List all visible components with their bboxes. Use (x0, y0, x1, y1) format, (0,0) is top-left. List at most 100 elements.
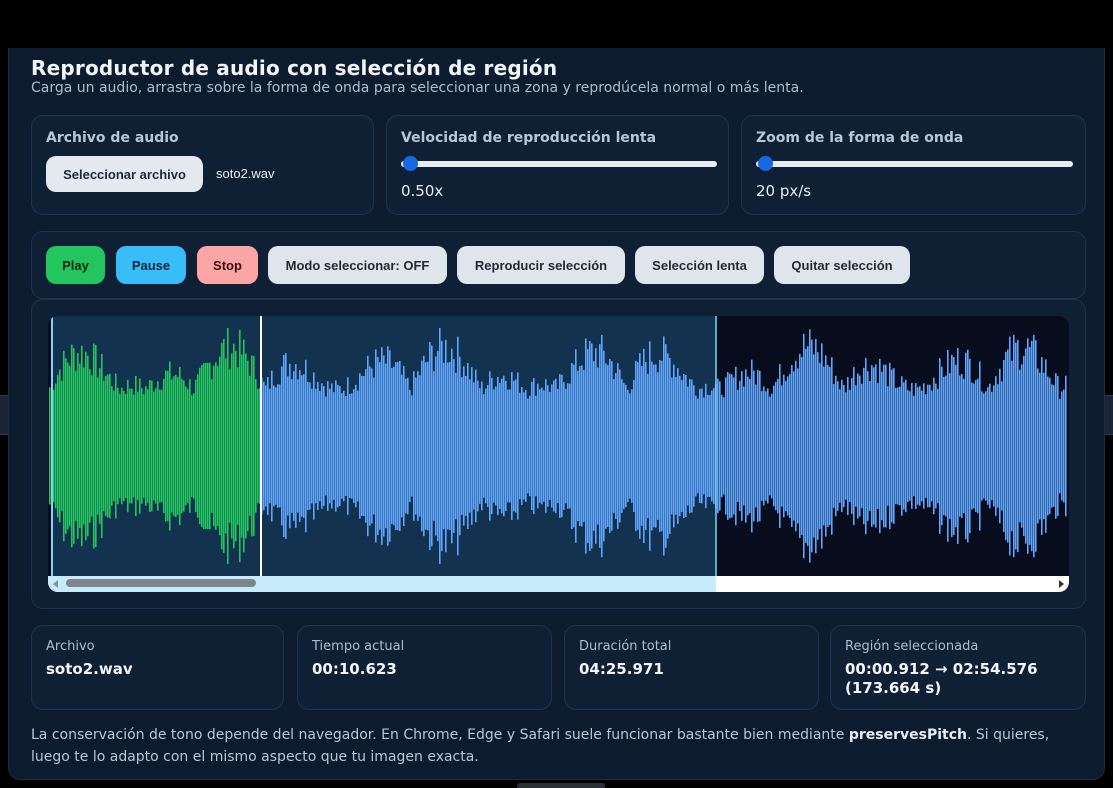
waveform-bar (53, 389, 55, 503)
clear-selection-button[interactable]: Quitar selección (774, 246, 910, 284)
waveform-bar (443, 362, 445, 530)
waveform-bar (787, 376, 789, 516)
waveform-bar (431, 345, 433, 547)
waveform-bar (535, 395, 537, 497)
waveform-bar (295, 364, 297, 528)
waveform-bar (959, 375, 961, 517)
waveform-bar (61, 380, 63, 512)
waveform-bar (759, 370, 761, 522)
waveform-bar (873, 367, 875, 525)
waveform-bar (711, 390, 713, 502)
stop-button[interactable]: Stop (197, 246, 258, 284)
waveform-bar (101, 354, 103, 538)
waveform-bar (191, 395, 193, 497)
waveform-canvas[interactable] (48, 316, 1069, 592)
waveform-bar (927, 384, 929, 508)
waveform-bar (597, 367, 599, 525)
play-selection-button[interactable]: Reproducir selección (457, 246, 625, 284)
waveform-bar (141, 388, 143, 504)
waveform-bar (509, 389, 511, 503)
waveform-bar (257, 388, 259, 504)
waveform-bar (477, 380, 479, 512)
select-file-button[interactable]: Seleccionar archivo (46, 156, 203, 192)
waveform-bar (243, 339, 245, 553)
waveform-bar (1043, 372, 1045, 520)
waveform-bar (831, 357, 833, 535)
waveform-bar (119, 393, 121, 499)
waveform-bar (943, 376, 945, 516)
waveform-bar (109, 373, 111, 519)
waveform-bar (173, 376, 175, 516)
waveform-bar (675, 377, 677, 515)
file-card-label: Archivo de audio (46, 130, 179, 146)
waveform-bar (91, 375, 93, 517)
waveform-bar (901, 376, 903, 516)
waveform-bar (783, 374, 785, 518)
waveform-bar (117, 387, 119, 505)
stat-current-time: Tiempo actual 00:10.623 (297, 625, 552, 710)
speed-slider-track (401, 161, 717, 167)
bottom-drag-handle[interactable] (517, 783, 605, 788)
waveform-area[interactable] (48, 316, 1069, 592)
waveform-bar (171, 379, 173, 513)
waveform-bar (575, 349, 577, 543)
waveform-bar (679, 375, 681, 517)
play-button[interactable]: Play (46, 246, 105, 284)
waveform-bar (579, 366, 581, 526)
waveform-bar (671, 377, 673, 515)
speed-slider-thumb[interactable] (403, 156, 418, 171)
pause-button[interactable]: Pause (116, 246, 186, 284)
waveform-bar (967, 349, 969, 543)
waveform-bar (673, 364, 675, 528)
waveform-bar (649, 341, 651, 551)
zoom-slider-thumb[interactable] (758, 156, 773, 171)
waveform-bar (553, 380, 555, 512)
waveform-bar (189, 379, 191, 513)
waveform-bar (319, 390, 321, 502)
waveform-bar (265, 385, 267, 507)
waveform-bar (805, 348, 807, 544)
stat-region: Región seleccionada 00:00.912 → 02:54.57… (830, 625, 1086, 710)
waveform-bar (627, 389, 629, 503)
waveform-bar (49, 387, 51, 505)
waveform-bar (273, 385, 275, 507)
scroll-right-arrow-icon[interactable] (1059, 580, 1064, 588)
waveform-bar (269, 388, 271, 504)
waveform-bar (107, 374, 109, 518)
waveform-bar (515, 379, 517, 513)
waveform-bar (489, 371, 491, 521)
stat-current-time-label: Tiempo actual (312, 639, 405, 654)
waveform-bar (341, 393, 343, 499)
scrollbar-thumb[interactable] (66, 579, 256, 587)
slow-selection-button[interactable]: Selección lenta (635, 246, 764, 284)
waveform-bar (55, 383, 57, 509)
waveform-bar (637, 362, 639, 530)
waveform-bar (731, 374, 733, 518)
waveform-bar (629, 393, 631, 499)
waveform-bar (841, 379, 843, 513)
scroll-left-arrow-icon[interactable] (53, 580, 58, 588)
waveform-bar (75, 370, 77, 522)
waveform-bar (407, 377, 409, 515)
waveform-bar (565, 388, 567, 504)
stat-file-value: soto2.wav (46, 660, 133, 678)
zoom-slider-track (756, 161, 1073, 167)
waveform-bar (1051, 384, 1053, 508)
waveform-bar (395, 362, 397, 530)
select-mode-button[interactable]: Modo seleccionar: OFF (268, 246, 447, 284)
waveform-bar (139, 378, 141, 514)
waveform-bar (961, 373, 963, 519)
speed-slider[interactable] (401, 156, 717, 172)
waveform-bar (577, 370, 579, 522)
waveform-bar (439, 328, 441, 564)
waveform-bar (367, 355, 369, 537)
zoom-slider[interactable] (756, 156, 1073, 172)
waveform-bar (233, 343, 235, 549)
waveform-bar (447, 362, 449, 530)
waveform-bar (483, 394, 485, 498)
waveform-bar (315, 388, 317, 504)
waveform-bar (747, 376, 749, 516)
waveform-bar (259, 388, 261, 504)
waveform-bar (571, 362, 573, 530)
waveform-bar (543, 390, 545, 502)
